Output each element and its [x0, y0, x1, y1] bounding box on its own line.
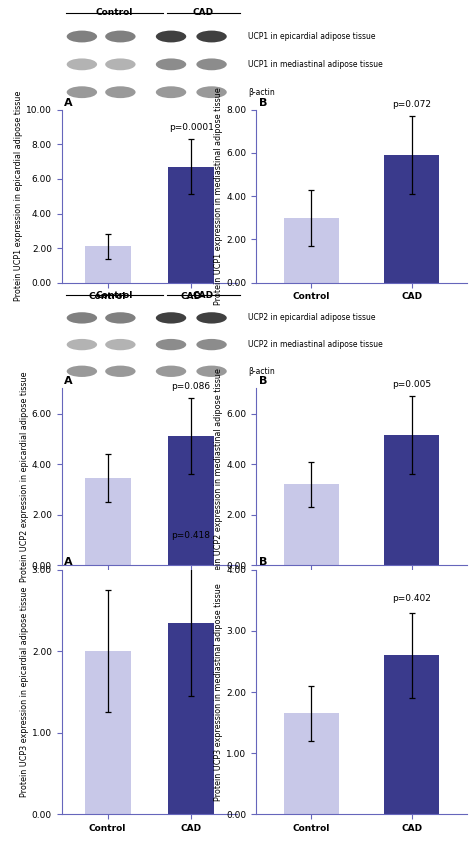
Ellipse shape — [67, 312, 97, 323]
Ellipse shape — [67, 339, 97, 350]
Ellipse shape — [196, 312, 227, 323]
Text: p=0.086: p=0.086 — [172, 382, 210, 392]
Text: Control: Control — [96, 8, 133, 17]
Bar — [168, 436, 214, 565]
Ellipse shape — [156, 365, 186, 377]
Y-axis label: Protein UCP2 expression in mediastinal adipose tissue: Protein UCP2 expression in mediastinal a… — [214, 368, 223, 586]
Ellipse shape — [67, 86, 97, 98]
Text: B: B — [259, 376, 267, 387]
Ellipse shape — [105, 339, 136, 350]
Ellipse shape — [67, 30, 97, 42]
Ellipse shape — [105, 86, 136, 98]
Ellipse shape — [196, 58, 227, 70]
Bar — [283, 484, 339, 565]
Ellipse shape — [156, 58, 186, 70]
Bar — [283, 218, 339, 283]
Text: p=0.005: p=0.005 — [392, 380, 431, 389]
Text: B: B — [259, 98, 267, 108]
Bar — [84, 246, 130, 283]
Y-axis label: Protein UCP3 expression in mediastinal adipose tissue: Protein UCP3 expression in mediastinal a… — [214, 583, 223, 801]
Bar — [84, 652, 130, 814]
Text: UCP2 in mediastinal adipose tissue: UCP2 in mediastinal adipose tissue — [248, 340, 383, 349]
Y-axis label: Protein UCP1 expression in epicardial adipose tissue: Protein UCP1 expression in epicardial ad… — [14, 91, 23, 301]
Ellipse shape — [196, 365, 227, 377]
Ellipse shape — [156, 86, 186, 98]
Text: UCP2 in epicardial adipose tissue: UCP2 in epicardial adipose tissue — [248, 313, 375, 322]
Bar — [283, 713, 339, 814]
Ellipse shape — [196, 30, 227, 42]
Bar — [84, 478, 130, 565]
Text: UCP1 in mediastinal adipose tissue: UCP1 in mediastinal adipose tissue — [248, 60, 383, 69]
Bar — [384, 655, 439, 814]
Ellipse shape — [105, 365, 136, 377]
Ellipse shape — [156, 339, 186, 350]
Ellipse shape — [105, 312, 136, 323]
Text: UCP1 in epicardial adipose tissue: UCP1 in epicardial adipose tissue — [248, 32, 375, 41]
Bar — [384, 435, 439, 565]
Text: A: A — [64, 376, 73, 387]
Text: β-actin: β-actin — [248, 88, 275, 97]
Text: Control: Control — [96, 290, 133, 300]
Text: p=0.072: p=0.072 — [392, 100, 431, 109]
Text: p=0.402: p=0.402 — [392, 593, 431, 603]
Bar — [168, 167, 214, 283]
Ellipse shape — [156, 312, 186, 323]
Bar — [384, 155, 439, 283]
Y-axis label: Protein UCP1 expression in mediastinal adipose tissue: Protein UCP1 expression in mediastinal a… — [214, 88, 223, 305]
Ellipse shape — [156, 30, 186, 42]
Ellipse shape — [67, 58, 97, 70]
Text: p=0.418: p=0.418 — [172, 531, 210, 539]
Ellipse shape — [105, 30, 136, 42]
Bar — [168, 623, 214, 814]
Text: CAD: CAD — [193, 290, 214, 300]
Text: B: B — [259, 557, 267, 567]
Ellipse shape — [105, 58, 136, 70]
Text: A: A — [64, 98, 73, 108]
Text: A: A — [64, 557, 73, 567]
Y-axis label: Protein UCP3 expression in epicardial adipose tissue: Protein UCP3 expression in epicardial ad… — [20, 587, 29, 798]
Ellipse shape — [196, 339, 227, 350]
Text: p=0.0001: p=0.0001 — [169, 123, 213, 133]
Ellipse shape — [67, 365, 97, 377]
Ellipse shape — [196, 86, 227, 98]
Y-axis label: Protein UCP2 expression in epicardial adipose tissue: Protein UCP2 expression in epicardial ad… — [20, 371, 29, 582]
Text: β-actin: β-actin — [248, 367, 275, 376]
Text: CAD: CAD — [193, 8, 214, 17]
